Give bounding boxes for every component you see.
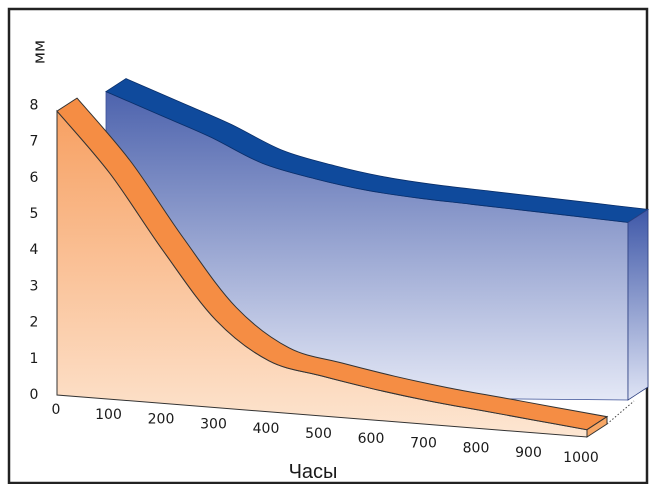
x-tick-label: 700 (410, 436, 437, 452)
x-tick-label: 800 (463, 440, 490, 456)
y-tick-label: 6 (30, 170, 39, 186)
x-tick-label: 200 (148, 412, 175, 428)
x-tick-label: 300 (200, 416, 227, 432)
x-axis-label: Часы (289, 461, 338, 483)
y-tick-label: 7 (30, 134, 39, 150)
series-orange-group (56, 97, 635, 438)
x-tick-label: 0 (52, 402, 61, 418)
y-tick-label: 8 (30, 97, 39, 113)
y-tick-label: 2 (30, 315, 39, 331)
depth-guide-line (606, 400, 635, 425)
x-tick-label: 1000 (563, 450, 599, 466)
x-tick-label: 600 (358, 431, 385, 447)
y-tick-labels: 0 1 2 3 4 5 6 7 8 (30, 97, 39, 403)
series-blue-side (627, 208, 649, 401)
y-tick-label: 4 (30, 242, 39, 258)
x-tick-label: 400 (253, 421, 280, 437)
x-tick-label: 100 (95, 407, 122, 423)
y-tick-label: 0 (30, 387, 39, 403)
y-tick-label: 3 (30, 278, 39, 294)
x-tick-label: 500 (305, 426, 332, 442)
y-tick-label: 1 (30, 351, 39, 367)
x-tick-labels: 0 100 200 300 400 500 600 700 800 900 1000 (52, 402, 599, 466)
y-axis-label: мм (30, 40, 49, 64)
x-tick-label: 900 (515, 445, 542, 461)
y-tick-label: 5 (30, 206, 39, 222)
